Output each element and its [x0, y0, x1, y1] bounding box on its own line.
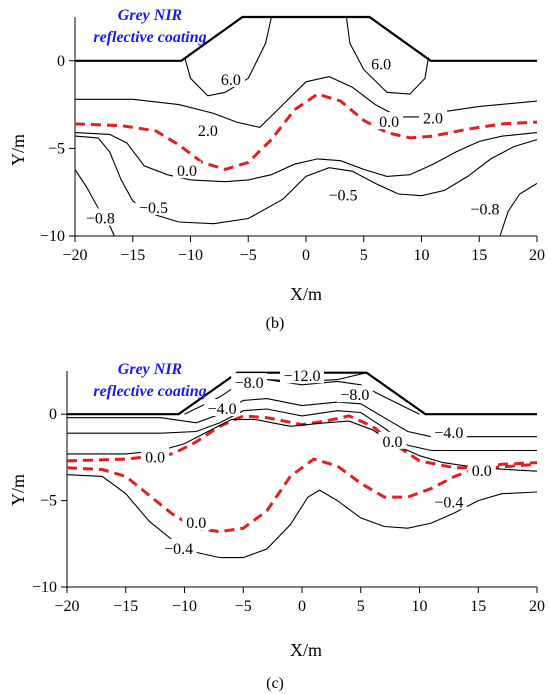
contour-line	[499, 182, 538, 237]
contour-label: 6.0	[371, 56, 391, 73]
annotation-line1: Grey NIR	[118, 7, 183, 24]
y-axis-label: Y/m	[8, 134, 28, 166]
contour-label-bg	[336, 385, 373, 403]
x-tick-label: 0	[298, 598, 306, 615]
y-tick-label: −10	[32, 579, 57, 596]
x-tick-label: −10	[172, 598, 197, 615]
x-tick-label: 5	[360, 247, 368, 264]
contour-label: −12.0	[283, 368, 320, 385]
contour-label: 6.0	[221, 72, 241, 89]
contour-label-bg	[280, 366, 324, 384]
x-tick-label: −20	[54, 598, 79, 615]
x-tick-label: 10	[412, 598, 428, 615]
x-tick-label: 10	[414, 247, 430, 264]
panel-label: (b)	[266, 315, 285, 332]
contour-label-bg	[231, 373, 268, 391]
x-tick-label: −15	[113, 598, 138, 615]
x-tick-label: −10	[178, 247, 203, 264]
contour-label: 0.0	[145, 449, 165, 466]
contour-label-bg	[193, 120, 222, 138]
contour-label-bg	[135, 197, 172, 215]
x-axis-label: X/m	[290, 640, 322, 660]
contour-label-bg	[173, 161, 202, 179]
contour-label-bg	[467, 199, 504, 217]
contour-label-bg	[204, 399, 241, 417]
contour-label: −0.4	[434, 494, 463, 511]
panel-b: X/m Y/m (b) −20 −15 −10 −5 0 5 10 15 20 0 −5 −10 6.0…	[8, 7, 545, 332]
x-tick-label: −5	[235, 598, 252, 615]
y-tick-label: −10	[40, 228, 65, 245]
contour-line	[67, 408, 537, 452]
annotation-line2: reflective coating	[93, 383, 206, 400]
contour-label-bg	[367, 54, 396, 72]
zero-isotherm-dashed	[74, 92, 538, 171]
contour-line	[67, 418, 538, 472]
zero-isotherm-dashed	[66, 457, 538, 534]
y-tick-label: −5	[40, 493, 57, 510]
contour-line	[345, 16, 429, 95]
x-tick-label: −20	[62, 247, 87, 264]
contour-label: −8.0	[340, 387, 369, 404]
contour-label: −8.0	[235, 375, 264, 392]
x-axis-label: X/m	[290, 284, 322, 304]
contour-label: 0.0	[186, 515, 206, 532]
contour-label: −0.8	[86, 210, 115, 227]
contour-label-bg	[467, 461, 496, 479]
contour-label-bg	[182, 513, 211, 531]
contour-label-bg	[430, 423, 467, 441]
contour-label-bg	[216, 70, 245, 88]
contour-line	[74, 169, 115, 237]
contour-line	[75, 76, 538, 129]
x-tick-label: −5	[240, 247, 257, 264]
embankment-outline	[75, 15, 537, 62]
contour-line	[184, 16, 272, 97]
contour-line	[74, 132, 538, 183]
annotation-line1: Grey NIR	[118, 361, 183, 378]
contour-line	[66, 474, 538, 559]
annotation-line2: reflective coating	[93, 29, 206, 46]
contour-label-bg	[378, 431, 407, 449]
contour-label: −0.5	[139, 200, 168, 217]
contour-line	[74, 135, 538, 225]
x-tick-label: 20	[529, 247, 545, 264]
y-tick-label: −5	[48, 140, 65, 157]
y-tick-label: 0	[49, 406, 57, 423]
contour-label: −4.0	[434, 425, 463, 442]
contour-label: −0.8	[471, 202, 500, 219]
contour-label: 0.0	[379, 114, 399, 131]
contour-label-bg	[430, 492, 467, 510]
contour-label-bg	[82, 208, 119, 226]
contour-label-bg	[375, 112, 404, 130]
x-tick-label: 15	[470, 598, 486, 615]
y-axis-label: Y/m	[8, 474, 28, 506]
contour-label-bg	[141, 447, 170, 465]
contour-label: 0.0	[382, 434, 402, 451]
contour-label-bg	[419, 108, 448, 126]
contour-line	[184, 379, 420, 415]
x-tick-label: 0	[302, 247, 310, 264]
contour-label: −0.4	[164, 541, 193, 558]
contour-label: 0.0	[177, 163, 197, 180]
contour-label: 2.0	[423, 111, 443, 128]
contour-label: 0.0	[472, 463, 492, 480]
contour-label: −4.0	[208, 401, 237, 418]
contour-label: 2.0	[198, 123, 218, 140]
x-tick-label: 5	[357, 598, 365, 615]
contour-label: −0.5	[328, 188, 357, 205]
zero-isotherm-dashed	[66, 414, 538, 470]
y-tick-label: 0	[57, 53, 65, 70]
contour-label-bg	[160, 538, 197, 556]
x-tick-label: 20	[529, 598, 545, 615]
contour-line	[67, 398, 537, 438]
panel-label: (c)	[266, 675, 284, 692]
x-tick-label: −15	[120, 247, 145, 264]
contour-label-bg	[324, 185, 361, 203]
panel-c: X/m Y/m (c) −20 −15 −10 −5 0 5 10 15 20 0 −5 −10 −12…	[8, 361, 545, 692]
x-tick-label: 15	[471, 247, 487, 264]
